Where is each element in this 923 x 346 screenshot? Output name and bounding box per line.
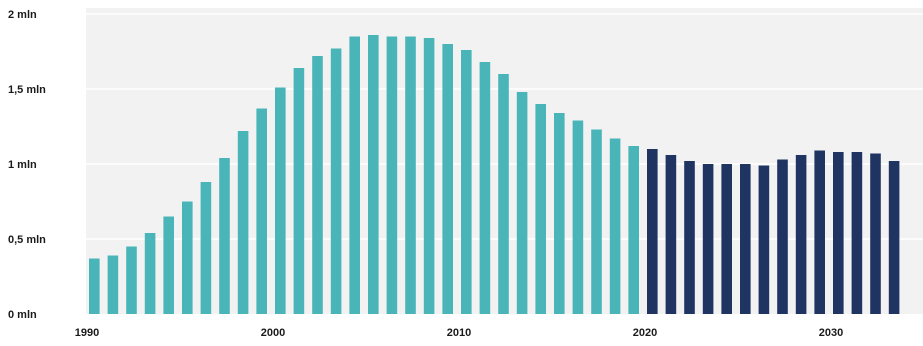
bar xyxy=(591,129,602,314)
bars xyxy=(89,35,900,314)
bar xyxy=(833,152,844,314)
bar xyxy=(368,35,379,314)
bar xyxy=(721,164,732,314)
y-tick-label: 0,5 mln xyxy=(8,234,46,246)
x-tick-label: 2020 xyxy=(633,327,657,339)
bar xyxy=(330,48,342,314)
bar xyxy=(795,155,807,314)
bar xyxy=(498,74,509,314)
bar xyxy=(628,146,639,314)
bar xyxy=(461,50,472,314)
bar xyxy=(423,38,435,314)
x-tick-label: 2030 xyxy=(819,327,843,339)
bar xyxy=(386,36,398,314)
bar xyxy=(851,152,863,314)
bar xyxy=(200,182,212,314)
bar xyxy=(349,36,360,314)
bar xyxy=(163,216,174,314)
bar xyxy=(814,150,825,314)
x-tick-label: 2010 xyxy=(447,327,471,339)
bar xyxy=(684,161,695,314)
bar xyxy=(516,92,528,314)
bar xyxy=(888,161,900,314)
bar xyxy=(219,158,230,314)
bar xyxy=(256,108,267,314)
bar xyxy=(647,149,658,314)
bar xyxy=(702,164,714,314)
bar xyxy=(107,255,119,314)
x-axis-ticks: 1990 2000 2010 2020 2030 xyxy=(75,327,843,339)
bar xyxy=(665,155,677,314)
y-axis-ticks: 0 mln 0,5 mln 1 mln 1,5 mln 2 mln xyxy=(8,9,46,321)
y-tick-label: 1,5 mln xyxy=(8,84,46,96)
bar xyxy=(405,36,416,314)
bar xyxy=(182,201,193,314)
bar xyxy=(126,246,137,314)
bar xyxy=(870,153,881,314)
bar xyxy=(609,138,621,314)
bar xyxy=(144,233,156,314)
y-tick-label: 1 mln xyxy=(8,159,37,171)
bar xyxy=(554,113,565,314)
bar xyxy=(293,68,305,314)
bar xyxy=(758,165,770,314)
x-tick-label: 1990 xyxy=(75,327,99,339)
bar xyxy=(479,62,491,314)
x-tick-label: 2000 xyxy=(261,327,285,339)
bar xyxy=(442,44,453,314)
y-tick-label: 0 mln xyxy=(8,309,37,321)
bar xyxy=(572,120,584,314)
bar xyxy=(777,159,788,314)
y-tick-label: 2 mln xyxy=(8,9,37,21)
bar xyxy=(89,258,100,314)
bar xyxy=(535,104,546,314)
bar xyxy=(312,56,323,314)
bar xyxy=(275,87,286,314)
bar xyxy=(237,131,249,314)
bar xyxy=(740,164,751,314)
